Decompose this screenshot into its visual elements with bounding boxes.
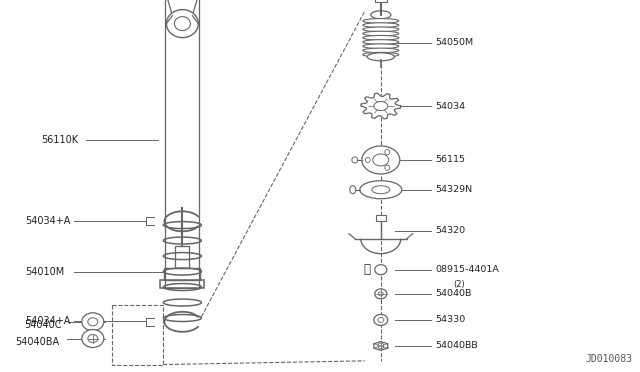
- Ellipse shape: [378, 292, 383, 296]
- Ellipse shape: [363, 23, 399, 28]
- Ellipse shape: [360, 181, 402, 199]
- Text: (2): (2): [453, 280, 465, 289]
- Ellipse shape: [372, 186, 390, 194]
- Text: 54040C: 54040C: [24, 321, 62, 330]
- Text: Ⓦ: Ⓦ: [364, 263, 371, 276]
- Ellipse shape: [88, 318, 98, 326]
- Ellipse shape: [363, 44, 399, 49]
- Ellipse shape: [375, 289, 387, 299]
- Text: 54320: 54320: [435, 226, 465, 235]
- Ellipse shape: [363, 31, 399, 36]
- Ellipse shape: [82, 330, 104, 347]
- Ellipse shape: [88, 334, 98, 343]
- Ellipse shape: [174, 17, 191, 31]
- Text: 54329N: 54329N: [435, 185, 472, 194]
- Bar: [375, 0, 387, 2]
- Text: 54034+A: 54034+A: [26, 316, 71, 326]
- Text: 54040BA: 54040BA: [15, 337, 60, 347]
- Ellipse shape: [362, 146, 400, 174]
- Text: 08915-4401A: 08915-4401A: [435, 265, 499, 274]
- Ellipse shape: [363, 48, 399, 53]
- Text: 54040BB: 54040BB: [435, 341, 478, 350]
- Ellipse shape: [378, 317, 384, 323]
- Text: 54010M: 54010M: [26, 267, 65, 276]
- Text: JD010083: JD010083: [585, 354, 632, 364]
- Ellipse shape: [363, 19, 399, 23]
- Text: 54034: 54034: [435, 102, 465, 110]
- Ellipse shape: [375, 265, 387, 275]
- Text: 54034+A: 54034+A: [26, 217, 71, 226]
- Ellipse shape: [350, 186, 356, 194]
- Text: 54050M: 54050M: [435, 38, 474, 47]
- Text: 54040B: 54040B: [435, 289, 472, 298]
- Ellipse shape: [374, 102, 388, 110]
- Bar: [376, 215, 386, 221]
- Text: 54330: 54330: [435, 315, 465, 324]
- Polygon shape: [374, 341, 388, 350]
- Ellipse shape: [374, 314, 388, 326]
- Ellipse shape: [367, 53, 394, 61]
- Ellipse shape: [363, 52, 399, 57]
- Polygon shape: [361, 93, 401, 119]
- Ellipse shape: [363, 27, 399, 32]
- Text: 56115: 56115: [435, 155, 465, 164]
- Ellipse shape: [371, 11, 391, 19]
- Ellipse shape: [372, 154, 388, 166]
- Ellipse shape: [166, 10, 198, 38]
- Ellipse shape: [363, 40, 399, 44]
- Ellipse shape: [363, 35, 399, 40]
- Text: 56110K: 56110K: [42, 135, 79, 145]
- Ellipse shape: [82, 313, 104, 331]
